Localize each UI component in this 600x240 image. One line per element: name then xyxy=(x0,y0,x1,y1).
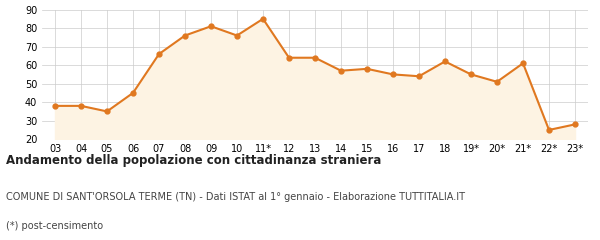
Text: Andamento della popolazione con cittadinanza straniera: Andamento della popolazione con cittadin… xyxy=(6,154,382,167)
Text: COMUNE DI SANT'ORSOLA TERME (TN) - Dati ISTAT al 1° gennaio - Elaborazione TUTTI: COMUNE DI SANT'ORSOLA TERME (TN) - Dati … xyxy=(6,192,465,202)
Text: (*) post-censimento: (*) post-censimento xyxy=(6,221,103,231)
